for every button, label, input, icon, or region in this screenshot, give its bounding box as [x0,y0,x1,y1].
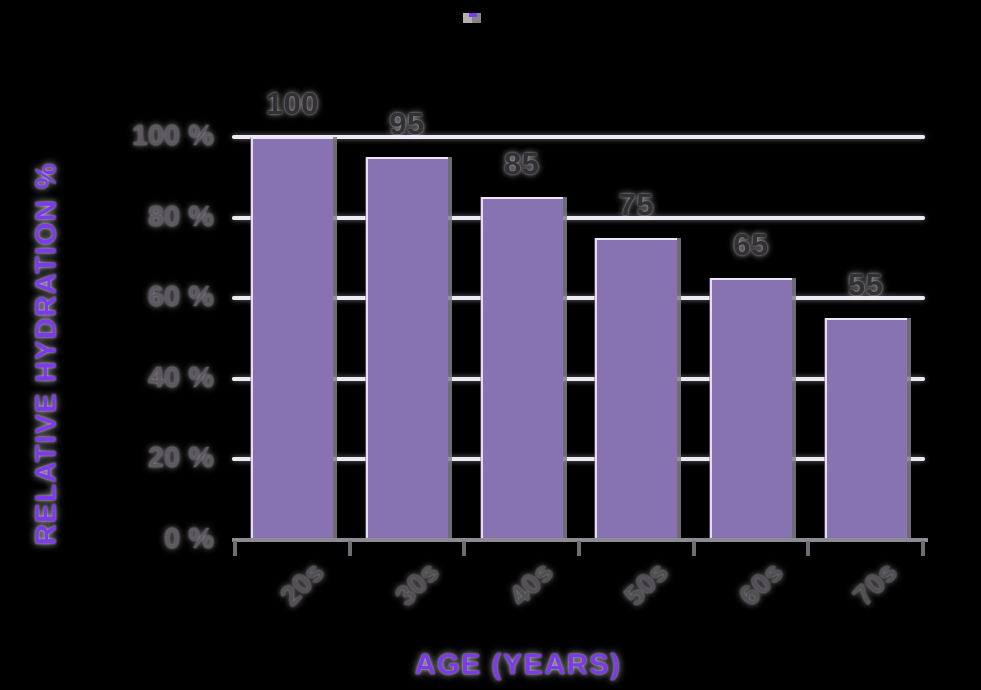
y-tick-label-0: 0 % [164,523,214,555]
y-axis-title: RELATIVE HYDRATION % [30,161,63,546]
x-axis-tick-0 [233,541,237,556]
x-axis-tick-5 [806,541,811,556]
gridline-100 [232,135,925,139]
x-tick-label-50s: 50s [618,556,675,613]
x-tick-label-40s: 40s [503,556,561,613]
bar-value-label-20s: 100 [265,86,319,121]
bar-value-label-40s: 85 [503,146,540,182]
bar-value-label-60s: 65 [733,227,769,263]
y-tick-label-100: 100 % [131,120,214,152]
bar-70s [824,318,907,540]
gridline-20 [232,457,925,462]
x-axis-tick-6 [921,541,925,556]
gridline-60 [232,296,925,301]
x-axis-title: AGE (YEARS) [414,649,622,681]
bar-value-label-50s: 75 [618,186,655,222]
x-axis-tick-4 [691,541,696,556]
bar-20s [251,137,334,540]
x-axis-line [232,538,928,542]
bar-40s [480,197,563,540]
gridline-80 [232,215,925,220]
gridline-40 [232,376,925,381]
artifact-dash [469,13,477,17]
bar-value-label-30s: 95 [389,106,425,142]
bar-30s [366,157,448,540]
bar-50s [595,237,678,540]
y-tick-label-60: 60 % [147,281,214,314]
x-axis-tick-2 [462,541,467,556]
title-artifact [463,13,481,23]
y-tick-label-80: 80 % [147,200,214,233]
y-tick-label-40: 40 % [147,361,214,394]
x-tick-label-20s: 20s [274,556,331,613]
x-tick-label-60s: 60s [732,556,790,613]
x-axis-tick-1 [347,541,352,556]
bar-60s [710,278,792,540]
x-tick-label-30s: 30s [388,556,446,613]
x-axis-tick-3 [577,541,581,556]
bar-value-label-70s: 55 [847,267,884,303]
x-tick-label-70s: 70s [847,556,905,613]
y-tick-label-20: 20 % [147,442,214,475]
